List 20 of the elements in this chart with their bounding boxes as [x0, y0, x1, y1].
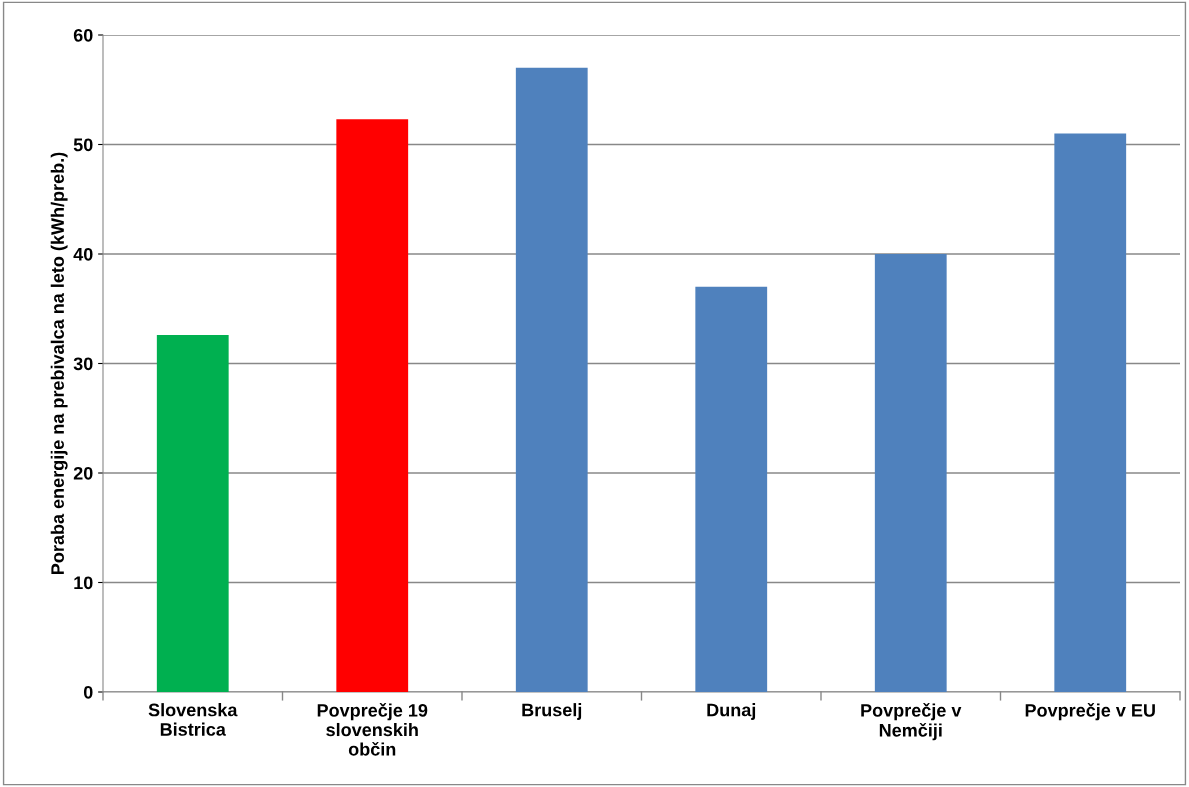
y-tick-label: 50 [73, 138, 93, 152]
bar [515, 67, 588, 692]
y-tick-label: 40 [73, 247, 93, 261]
x-tick-label: Povprečje 19 slovenskih občin [317, 703, 428, 756]
y-tick-label: 0 [83, 685, 93, 699]
bar [1054, 133, 1127, 692]
bar [874, 254, 947, 692]
x-tick-label: Povprečje v Nemčiji [861, 703, 962, 741]
y-tick-label: 30 [73, 357, 93, 371]
bar [336, 119, 409, 692]
x-tick-label: Slovenska Bistrica [148, 703, 238, 736]
x-tick-label: Dunaj [707, 703, 756, 720]
x-tick-label: Povprečje v EU [1025, 703, 1155, 721]
x-tick-label: Bruselj [522, 703, 582, 720]
bar [156, 335, 229, 692]
y-tick-label: 10 [74, 576, 93, 590]
y-tick-label: 20 [73, 466, 93, 480]
y-axis-title: Poraba energije na prebivalca na leto (kWh/preb.) [50, 152, 68, 574]
y-tick-label: 60 [73, 28, 93, 42]
bar [695, 286, 768, 692]
